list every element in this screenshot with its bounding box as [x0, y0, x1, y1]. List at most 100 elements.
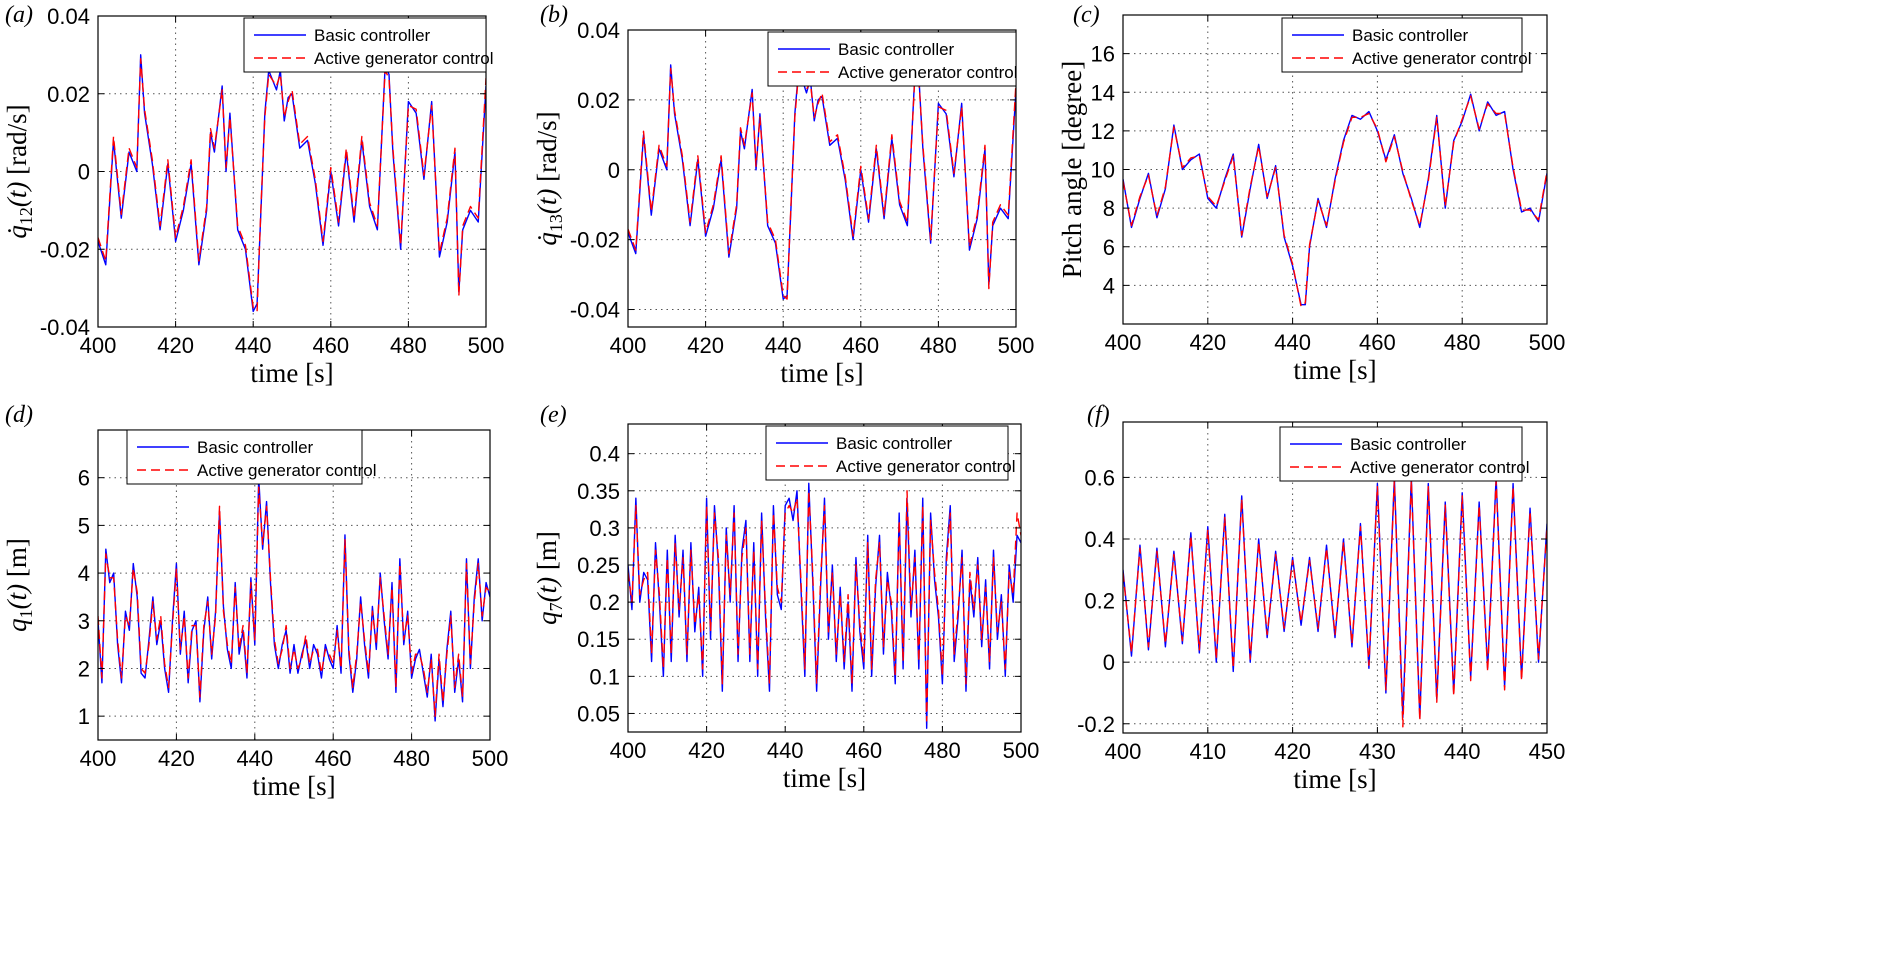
x-tick-label: 460 [842, 333, 879, 358]
series-line-active-generator-control [98, 486, 490, 717]
y-tick-label: 0.3 [589, 516, 620, 541]
series-line-active-generator-control [628, 490, 1021, 722]
y-tick-label: 14 [1091, 80, 1115, 105]
panel-label: (f) [1087, 402, 1110, 428]
x-axis-label: time [s] [780, 358, 863, 388]
x-tick-label: 480 [390, 333, 427, 358]
y-axis-label: Pitch angle [degree] [1060, 61, 1087, 278]
y-tick-label: -0.04 [40, 315, 90, 340]
chart-panel-e: 400 420 440 460 480 500 0.05 0.1 0.15 0.2 0.25 0.3 0… [532, 402, 1040, 793]
legend: Basic controller Active generator control [767, 31, 1018, 87]
series-line-active-generator-control [628, 67, 1016, 300]
y-label-subscript: 13 [546, 214, 566, 232]
x-tick-label: 400 [610, 738, 647, 763]
y-tick-label: -0.02 [570, 228, 620, 253]
y-label-argument: (t) [532, 189, 562, 214]
y-tick-label: 3 [78, 609, 90, 634]
series-group [1123, 93, 1547, 308]
series-group [1123, 476, 1547, 728]
legend-label-basic-controller: Basic controller [838, 40, 955, 59]
y-label-unit: [rad/s] [532, 111, 562, 188]
legend-box [126, 429, 363, 485]
x-tick-label: 500 [468, 333, 505, 358]
y-tick-label: 0.02 [47, 82, 90, 107]
y-label-symbol: q [2, 618, 32, 632]
y-label-symbol: q̇ [2, 225, 32, 239]
x-tick-label: 440 [1274, 330, 1311, 355]
y-axis-label: q̇13(t) [rad/s] [532, 111, 566, 245]
y-label-argument: (t) [2, 584, 32, 609]
y-label-symbol: q [532, 611, 562, 625]
series-group [98, 476, 490, 722]
series-group [628, 482, 1021, 729]
x-tick-label: 400 [1105, 330, 1142, 355]
grid [98, 430, 490, 740]
x-tick-label: 420 [157, 333, 194, 358]
y-tick-label: 0.25 [577, 553, 620, 578]
y-axis-label: q̇12(t) [rad/s] [2, 104, 36, 238]
y-tick-label: 0.1 [589, 664, 620, 689]
y-tick-label: 4 [1103, 273, 1115, 298]
y-tick-label: 1 [78, 704, 90, 729]
y-tick-label: 0.6 [1084, 465, 1115, 490]
y-tick-label: 0.02 [577, 88, 620, 113]
x-axis-label: time [s] [1293, 355, 1376, 385]
x-tick-label: 400 [80, 333, 117, 358]
y-tick-label: 0.4 [1084, 527, 1115, 552]
y-label-subscript: 12 [16, 207, 36, 225]
y-label-unit: [rad/s] [2, 104, 32, 181]
y-tick-label: 0.15 [577, 627, 620, 652]
panel-label: (d) [5, 402, 33, 428]
x-tick-label: 420 [158, 746, 195, 771]
y-label-argument: (t) [2, 182, 32, 207]
y-label-subscript: 1 [16, 609, 36, 618]
grid [628, 424, 1021, 732]
x-tick-label: 480 [924, 738, 961, 763]
x-tick-label: 400 [610, 333, 647, 358]
legend-label-active-generator-control: Active generator control [1350, 458, 1530, 477]
y-label-symbol: q̇ [532, 232, 562, 246]
y-tick-label: 4 [78, 561, 90, 586]
chart-panel-c: 400 420 440 460 480 500 4 6 8 10 12 14 16 time [s] Pit… [1060, 2, 1565, 385]
x-axis-label: time [s] [250, 358, 333, 388]
x-tick-label: 420 [1189, 330, 1226, 355]
x-tick-label: 430 [1359, 739, 1396, 764]
x-axis-label: time [s] [252, 771, 335, 801]
y-tick-label: 16 [1091, 42, 1115, 67]
legend-label-active-generator-control: Active generator control [838, 63, 1018, 82]
y-tick-label: 12 [1091, 119, 1115, 144]
panel-label: (c) [1073, 2, 1100, 28]
y-tick-label: 2 [78, 656, 90, 681]
x-tick-label: 440 [1444, 739, 1481, 764]
y-axis-label: q7(t) [m] [532, 531, 566, 625]
x-tick-label: 440 [765, 333, 802, 358]
plot-frame [627, 29, 1017, 328]
x-tick-label: 450 [1529, 739, 1566, 764]
y-tick-label: 0.2 [1084, 589, 1115, 614]
y-axis-label: q4(t) [m] [1060, 531, 1061, 625]
legend: Basic controller Active generator control [765, 425, 1016, 481]
x-axis-label: time [s] [783, 763, 866, 793]
panel-label: (e) [540, 402, 567, 428]
panel-label: (a) [5, 2, 33, 28]
y-tick-label: 0.2 [589, 590, 620, 615]
y-tick-label: 8 [1103, 196, 1115, 221]
legend-label-active-generator-control: Active generator control [1352, 49, 1532, 68]
y-tick-label: 5 [78, 513, 90, 538]
x-axis-label: time [s] [1293, 764, 1376, 794]
y-tick-label: 0 [78, 160, 90, 185]
y-label-unit: [m] [2, 538, 32, 584]
x-tick-label: 500 [998, 333, 1035, 358]
x-tick-label: 460 [315, 746, 352, 771]
chart-panel-f: 400 410 420 430 440 450 -0.2 0 0.2 0.4 0.6 time [s]… [1060, 402, 1566, 794]
y-tick-label: 0.04 [577, 18, 620, 43]
legend-label-active-generator-control: Active generator control [836, 457, 1016, 476]
chart-panel-b: 400 420 440 460 480 500 -0.04 -0.02 0 0.02 0.04 tim… [532, 2, 1035, 388]
y-tick-label: 6 [1103, 235, 1115, 260]
y-tick-label: 0 [1103, 650, 1115, 675]
y-tick-label: 0.04 [47, 4, 90, 29]
chart-panel-a: 400 420 440 460 480 500 -0.04 -0.02 0 0.02 0.04 tim… [2, 2, 505, 388]
y-label-subscript: 7 [546, 602, 566, 611]
x-tick-label: 500 [1003, 738, 1040, 763]
